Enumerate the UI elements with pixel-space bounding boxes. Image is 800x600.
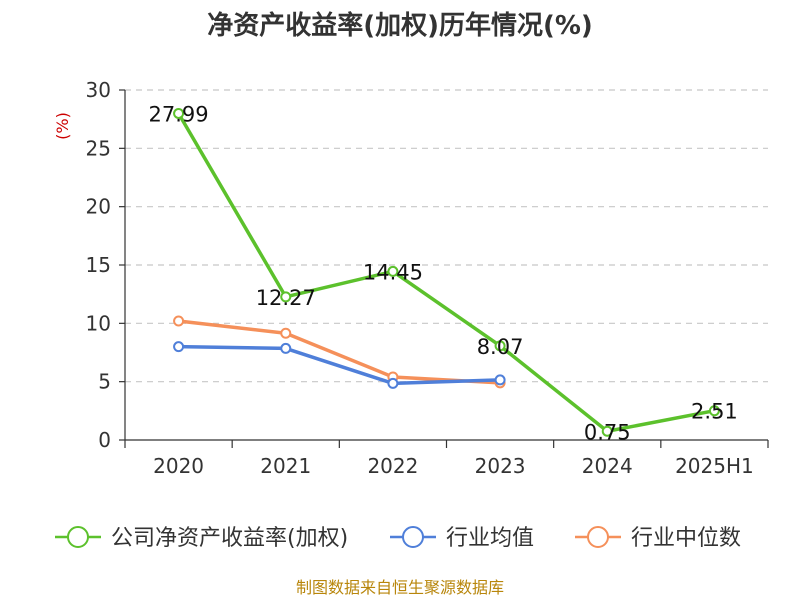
y-tick-label: 30 (86, 78, 111, 102)
y-tick-label: 25 (86, 136, 111, 160)
series-line (177, 112, 715, 433)
data-label: 2.51 (691, 400, 738, 424)
series-line (178, 344, 501, 386)
data-label: 27.99 (149, 102, 209, 126)
chart-title: 净资产收益率(加权)历年情况(%) (207, 10, 593, 41)
data-point (173, 315, 185, 327)
legend-marker (67, 526, 89, 548)
data-point (280, 342, 292, 354)
x-tick-label: 2020 (153, 454, 204, 478)
series-lines (173, 107, 720, 437)
data-point (173, 107, 185, 119)
data-labels: 27.99 12.27 14.45 8.07 0.75 2.51 (149, 102, 738, 444)
x-tick-label: 2022 (367, 454, 418, 478)
legend-marker (587, 526, 609, 548)
data-label: 8.07 (477, 335, 524, 359)
grid-lines (125, 89, 768, 383)
data-point (494, 340, 506, 352)
legend-label: 行业中位数 (631, 526, 741, 551)
source-note: 制图数据来自恒生聚源数据库 (296, 578, 504, 597)
data-point (494, 374, 506, 386)
axes: 0 5 10 15 20 25 30 2020 2021 2022 2023 2024 2025H1 (86, 78, 769, 478)
data-label: 14.45 (363, 260, 423, 284)
y-tick-label: 5 (98, 370, 111, 394)
x-tick-label: 2024 (582, 454, 633, 478)
y-axis-label: (%) (53, 112, 72, 140)
series-line (178, 319, 501, 385)
legend-label: 行业均值 (446, 526, 534, 551)
legend: 公司净资产收益率(加权) 行业均值 行业中位数 (55, 526, 741, 551)
legend-label: 公司净资产收益率(加权) (111, 526, 348, 551)
legend-marker (402, 526, 424, 548)
data-point (173, 341, 185, 353)
data-point (280, 291, 292, 303)
data-point (387, 377, 399, 389)
y-tick-label: 10 (86, 311, 111, 335)
x-tick-label: 2021 (260, 454, 311, 478)
data-point (601, 425, 613, 437)
data-point (280, 327, 292, 339)
x-tick-label: 2025H1 (675, 454, 754, 478)
y-tick-label: 15 (86, 253, 111, 277)
y-tick-label: 20 (86, 195, 111, 219)
data-label: 0.75 (584, 420, 631, 444)
data-label: 12.27 (256, 286, 316, 310)
x-tick-label: 2023 (475, 454, 526, 478)
y-tick-label: 0 (98, 428, 111, 452)
data-point (387, 265, 399, 277)
data-point (708, 405, 720, 417)
